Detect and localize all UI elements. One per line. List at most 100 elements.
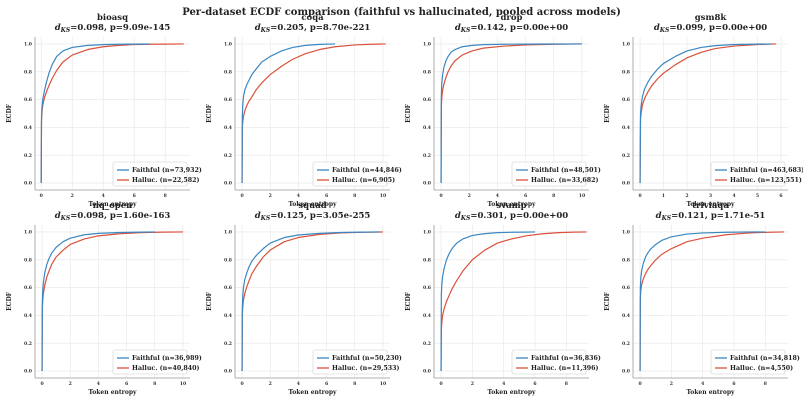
panel-title: bioasq <box>97 13 128 23</box>
y-tick-label: 0.0 <box>423 181 431 187</box>
panel-title: nq_open <box>93 201 133 211</box>
series-line-halluc <box>440 231 587 372</box>
legend-entry: Halluc. (n=123,551) <box>730 177 802 184</box>
series-line-faithful <box>241 231 381 372</box>
ks-statistic: dKS=0.099, p=0.00e+00 <box>654 23 767 34</box>
y-tick-label: 1.0 <box>622 230 630 236</box>
ks-symbol: d <box>455 211 461 221</box>
x-axis-label: Token entropy <box>289 389 338 396</box>
legend-entry: Halluc. (n=4,550) <box>730 365 793 372</box>
ks-subscript: KS <box>460 215 471 222</box>
y-tick-label: 0.6 <box>24 285 32 291</box>
ks-symbol: d <box>55 211 61 221</box>
y-tick-label: 1.0 <box>24 42 32 48</box>
y-tick-label: 0.2 <box>224 341 232 347</box>
y-axis-label: ECDF <box>604 103 611 123</box>
x-axis-label: Token entropy <box>89 389 138 396</box>
legend-box <box>112 349 188 375</box>
x-tick-label: 4 <box>732 193 736 199</box>
y-tick-label: 0.4 <box>423 125 432 131</box>
ks-symbol: d <box>654 23 660 33</box>
x-tick-label: 0 <box>439 381 442 387</box>
x-tick-label: 0 <box>638 381 641 387</box>
y-tick-label: 0.8 <box>622 69 630 75</box>
x-tick-label: 8 <box>565 381 568 387</box>
legend: Faithful (n=44,846) Halluc. (n=6,905) <box>312 161 402 187</box>
x-axis-label: Token entropy <box>687 201 736 208</box>
y-tick-label: 0.6 <box>622 285 630 291</box>
series-line-halluc <box>241 231 383 372</box>
series-line-faithful <box>40 43 150 184</box>
ks-values: =0.301, p=0.00e+00 <box>470 211 568 221</box>
x-tick-label: 8 <box>353 381 356 387</box>
y-tick-label: 0.2 <box>423 153 431 159</box>
legend-box <box>312 161 388 187</box>
x-tick-label: 8 <box>153 381 156 387</box>
legend: Faithful (n=36,836) Halluc. (n=11,396) <box>511 349 601 375</box>
x-axis-label: Token entropy <box>89 201 138 208</box>
y-tick-label: 0.0 <box>24 369 32 375</box>
legend-entry: Faithful (n=36,989) <box>132 355 202 362</box>
x-tick-label: 2 <box>471 381 474 387</box>
x-tick-label: 8 <box>764 381 767 387</box>
x-tick-label: 5 <box>756 193 759 199</box>
legend-entry: Faithful (n=44,846) <box>332 167 402 174</box>
x-tick-label: 4 <box>297 381 301 387</box>
x-tick-label: 6 <box>325 381 328 387</box>
y-tick-label: 1.0 <box>622 42 630 48</box>
y-axis-label: ECDF <box>604 291 611 311</box>
x-tick-label: 6 <box>524 193 527 199</box>
legend-entry: Faithful (n=50,230) <box>332 355 402 362</box>
x-tick-label: 4 <box>102 193 106 199</box>
x-tick-label: 8 <box>552 193 555 199</box>
legend-entry: Faithful (n=34,818) <box>730 355 800 362</box>
x-tick-label: 4 <box>496 193 500 199</box>
x-tick-label: 0 <box>240 381 243 387</box>
ks-statistic: dKS=0.301, p=0.00e+00 <box>455 211 568 222</box>
series-line-halluc <box>440 43 582 184</box>
x-tick-label: 4 <box>701 381 705 387</box>
x-tick-label: 10 <box>380 381 386 387</box>
legend-box <box>511 161 587 187</box>
y-tick-label: 0.6 <box>423 285 431 291</box>
legend: Faithful (n=36,989) Halluc. (n=40,840) <box>112 349 202 375</box>
ks-values: =0.099, p=0.00e+00 <box>669 23 767 33</box>
x-tick-label: 10 <box>380 193 386 199</box>
y-tick-label: 0.6 <box>224 97 232 103</box>
legend: Faithful (n=463,683) Halluc. (n=123,551) <box>710 161 803 187</box>
legend-entry: Halluc. (n=6,905) <box>332 177 395 184</box>
series-line-faithful <box>440 43 582 184</box>
y-tick-label: 0.2 <box>24 341 32 347</box>
panel-title: gsm8k <box>695 13 728 23</box>
y-tick-label: 0.6 <box>224 285 232 291</box>
x-tick-label: 2 <box>69 381 72 387</box>
y-axis-label: ECDF <box>405 103 412 123</box>
y-tick-label: 0.0 <box>24 181 32 187</box>
ks-values: =0.121, p=1.71e-51 <box>671 211 765 221</box>
x-tick-label: 8 <box>353 193 356 199</box>
x-axis-label: Token entropy <box>289 201 338 208</box>
legend-box <box>511 349 587 375</box>
x-tick-label: 6 <box>133 193 136 199</box>
y-tick-label: 0.4 <box>224 125 233 131</box>
x-tick-label: 10 <box>180 381 186 387</box>
y-tick-label: 0.4 <box>622 125 631 131</box>
ks-symbol: d <box>656 211 662 221</box>
ks-statistic: dKS=0.142, p=0.00e+00 <box>455 23 568 34</box>
series-line-halluc <box>241 43 386 184</box>
legend-entry: Halluc. (n=29,533) <box>332 365 400 372</box>
x-tick-label: 10 <box>579 193 585 199</box>
series-line-faithful <box>440 231 535 372</box>
ks-statistic: dKS=0.125, p=3.05e-255 <box>255 211 371 222</box>
series-line-halluc <box>639 43 777 184</box>
y-tick-label: 0.4 <box>24 125 33 131</box>
y-tick-label: 0.8 <box>24 257 32 263</box>
series-line-faithful <box>241 43 336 184</box>
series-line-faithful <box>41 231 155 372</box>
